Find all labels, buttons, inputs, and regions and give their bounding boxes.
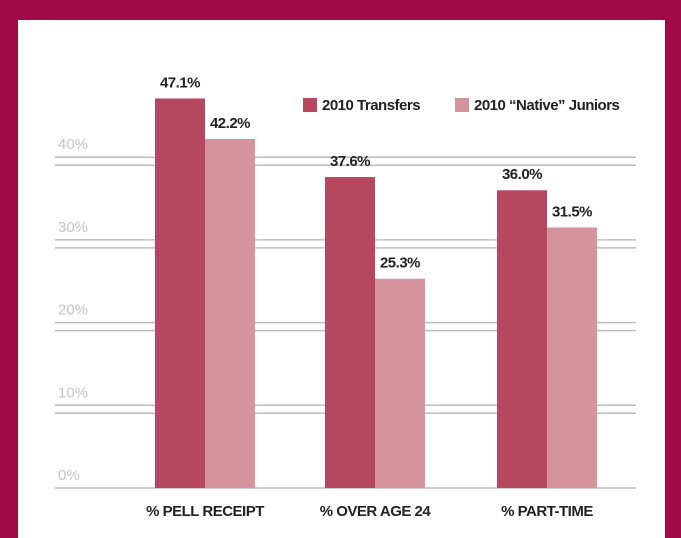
- bar: [547, 227, 597, 488]
- bar: [325, 177, 375, 488]
- bar: [155, 98, 205, 488]
- legend-label: 2010 “Native” Juniors: [474, 97, 620, 114]
- legend-swatch: [455, 98, 469, 112]
- x-tick-label: % PELL RECEIPT: [146, 503, 264, 520]
- y-tick-label: 30%: [58, 219, 88, 236]
- value-label: 25.3%: [380, 255, 420, 272]
- y-tick-label: 40%: [58, 136, 88, 153]
- legend-label: 2010 Transfers: [322, 97, 420, 114]
- bar: [375, 278, 425, 488]
- legend-swatch: [303, 98, 317, 112]
- value-label: 31.5%: [552, 203, 592, 220]
- value-label: 47.1%: [160, 74, 200, 91]
- bar: [205, 139, 255, 489]
- bar: [497, 190, 547, 488]
- value-label: 36.0%: [502, 166, 542, 183]
- value-label: 37.6%: [330, 153, 370, 170]
- x-tick-label: % PART-TIME: [501, 503, 593, 520]
- y-tick-label: 10%: [58, 384, 88, 401]
- value-label: 42.2%: [210, 115, 250, 132]
- y-tick-label: 20%: [58, 302, 88, 319]
- y-tick-label: 0%: [58, 467, 80, 484]
- x-tick-label: % OVER AGE 24: [320, 503, 432, 520]
